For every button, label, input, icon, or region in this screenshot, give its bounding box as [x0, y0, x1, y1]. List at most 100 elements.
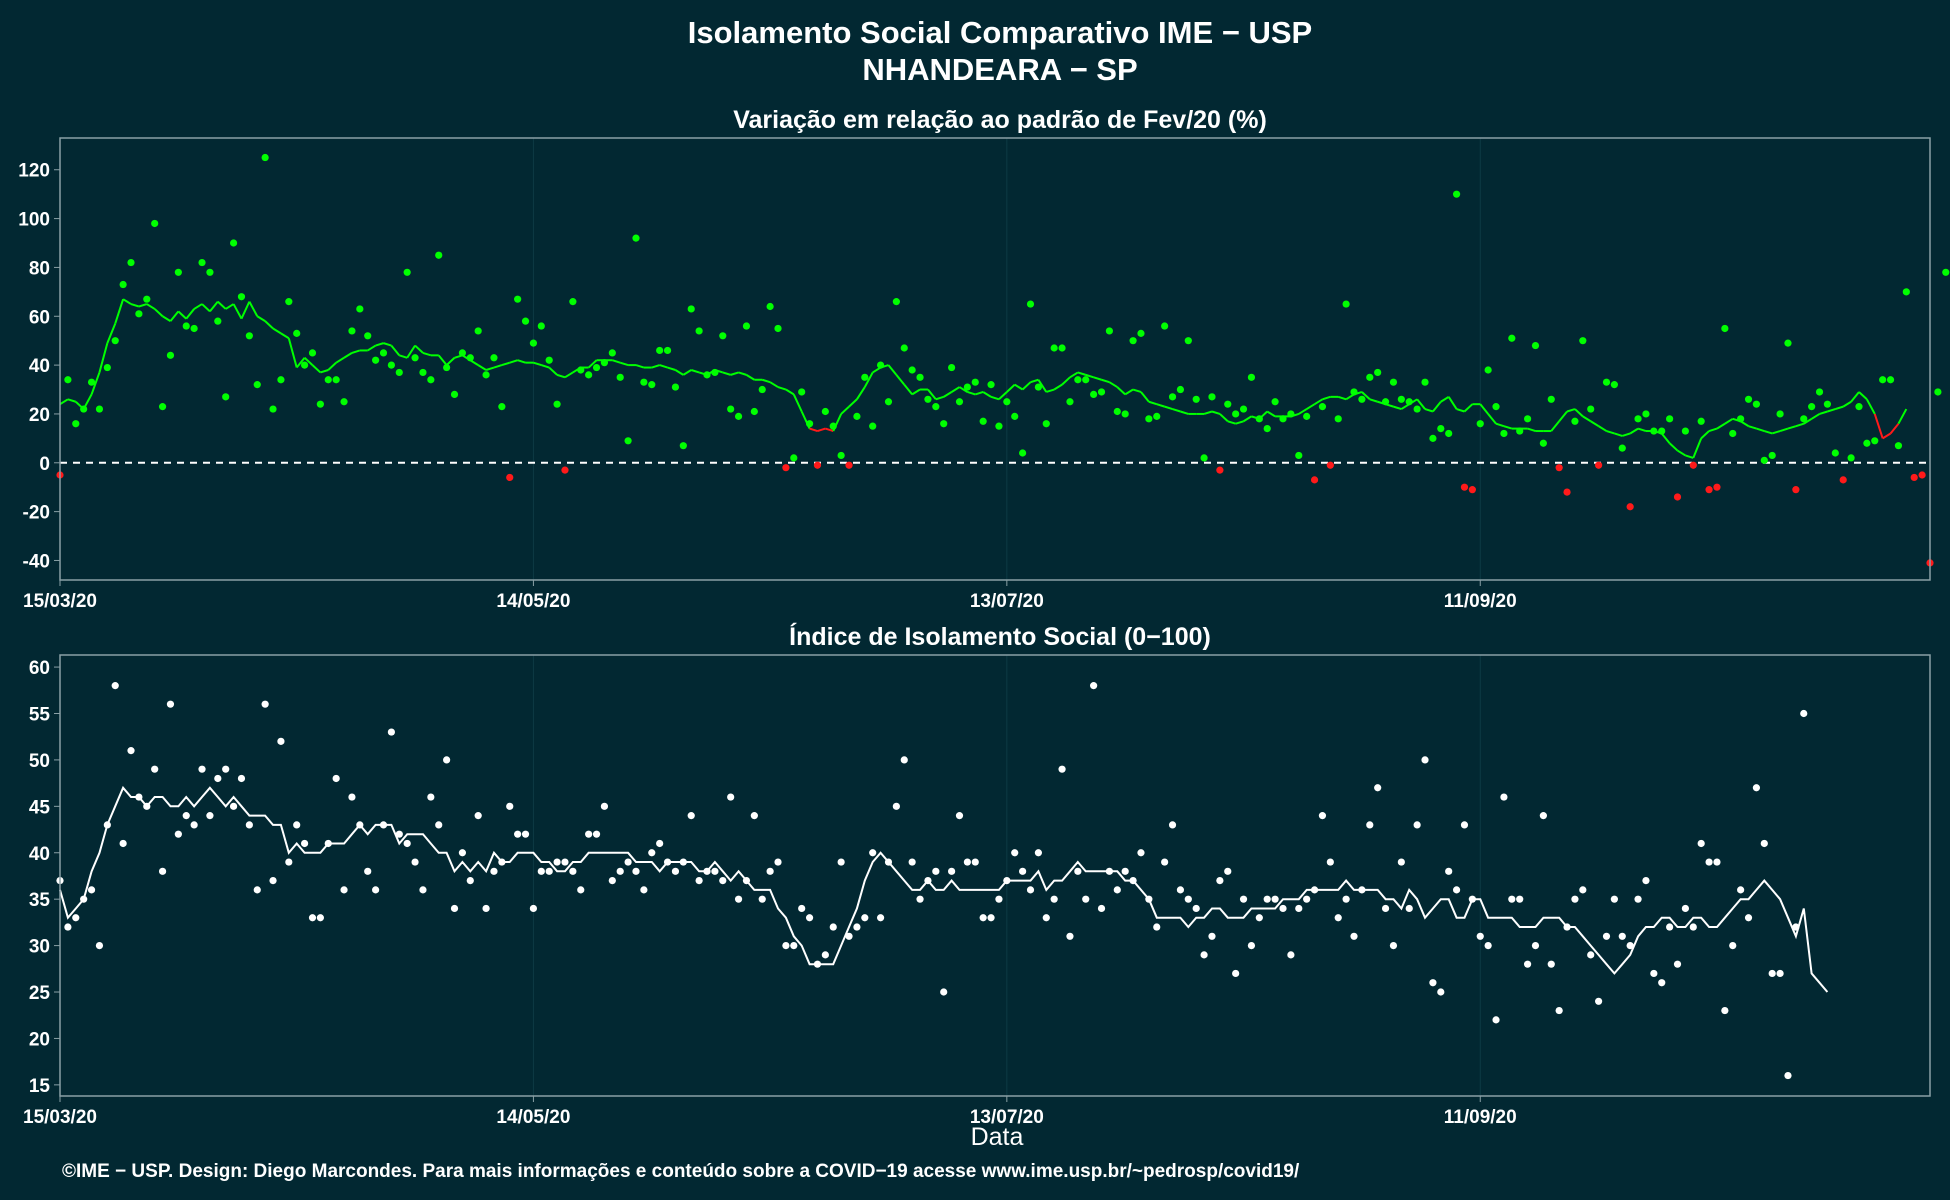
moving-average-segment — [548, 366, 558, 376]
moving-average-segment — [1668, 442, 1679, 452]
data-point — [711, 368, 719, 377]
data-point — [474, 812, 482, 820]
data-point — [695, 877, 703, 885]
moving-average-segment — [674, 369, 684, 376]
chart-2-isolation-index: 60 55 50 45 40 35 30 25 20 15 15/03/20 14/05/20 13/0… — [23, 654, 1931, 1128]
moving-average-segment — [1811, 413, 1821, 420]
data-point — [1287, 410, 1295, 418]
data-point — [403, 839, 411, 848]
data-point — [324, 839, 332, 848]
data-point — [1389, 941, 1398, 950]
data-point — [293, 329, 301, 337]
x-tick-label: 11/09/20 — [1444, 1107, 1517, 1128]
data-point — [1003, 398, 1011, 406]
data-point — [1894, 442, 1903, 450]
data-point — [821, 951, 829, 959]
data-point — [679, 858, 687, 866]
moving-average-segment — [1882, 432, 1892, 440]
moving-average-segment — [1621, 432, 1631, 437]
moving-average-segment — [375, 342, 384, 347]
y-tick-label: 35 — [29, 890, 51, 911]
data-point — [340, 398, 348, 406]
data-point — [521, 830, 530, 838]
data-point — [987, 914, 995, 922]
moving-average-segment — [1140, 391, 1150, 403]
data-point — [679, 442, 687, 450]
moving-average-segment — [1164, 405, 1173, 411]
moving-average-segment — [414, 344, 424, 354]
data-point — [782, 464, 790, 472]
moving-average-segment — [201, 303, 211, 313]
moving-average-segment — [1614, 432, 1623, 437]
data-point — [600, 802, 609, 810]
data-point — [1642, 877, 1650, 885]
moving-average-segment — [943, 391, 953, 398]
moving-average-segment — [422, 351, 432, 357]
data-point — [514, 295, 522, 303]
chart-2-title: Índice de Isolamento Social (0−100) — [789, 622, 1211, 651]
y-tick-label: -40 — [23, 551, 50, 572]
data-point — [277, 376, 285, 384]
moving-average-segment — [303, 357, 314, 366]
data-point — [411, 354, 419, 362]
data-point — [750, 812, 758, 820]
data-point — [143, 802, 151, 810]
x-tick-label: 15/03/20 — [23, 591, 97, 612]
data-point — [861, 373, 869, 381]
data-point — [1058, 765, 1066, 773]
moving-average-segment — [1692, 437, 1703, 459]
moving-average-segment — [351, 349, 361, 354]
moving-average-segment — [1416, 398, 1426, 410]
moving-average-segment — [556, 373, 566, 379]
moving-average-segment — [1361, 391, 1371, 401]
moving-average-segment — [264, 320, 274, 330]
y-tick-label: 40 — [29, 356, 50, 377]
data-point — [1145, 415, 1153, 423]
data-point — [1650, 969, 1658, 978]
data-point — [80, 405, 88, 413]
data-point — [908, 366, 916, 374]
data-point — [1571, 895, 1579, 903]
data-point — [774, 324, 782, 333]
moving-average-segment — [1219, 413, 1229, 423]
data-point — [1405, 398, 1413, 406]
data-point — [734, 895, 743, 903]
data-point — [624, 437, 632, 445]
moving-average-segment — [1463, 403, 1474, 413]
moving-average-segment — [1093, 376, 1102, 381]
data-point — [1184, 895, 1192, 903]
data-point — [427, 793, 435, 801]
data-point — [1421, 756, 1429, 764]
data-point — [324, 376, 332, 384]
moving-average-segment — [1393, 405, 1402, 411]
data-point — [1626, 941, 1634, 950]
data-point — [1200, 951, 1208, 959]
data-point — [1066, 932, 1074, 940]
data-point — [1397, 858, 1405, 866]
data-point — [1129, 877, 1137, 885]
data-point — [719, 877, 727, 885]
data-point — [687, 812, 695, 820]
data-point — [127, 747, 135, 755]
moving-average-segment — [122, 298, 132, 305]
data-point — [727, 793, 735, 801]
x-tick-label: 14/05/20 — [496, 591, 570, 612]
data-point — [119, 839, 127, 848]
data-point — [1618, 444, 1626, 452]
data-point — [1082, 895, 1090, 903]
moving-average-segment — [1447, 396, 1458, 410]
moving-average-segment — [903, 384, 913, 396]
figure-title: Isolamento Social Comparativo IME − USP — [688, 15, 1312, 50]
data-point — [269, 877, 277, 885]
data-point — [971, 378, 979, 386]
moving-average-segment — [1819, 410, 1828, 415]
data-point — [514, 830, 522, 838]
data-point — [1800, 415, 1808, 423]
moving-average-segment — [1795, 422, 1805, 428]
data-point — [1192, 904, 1200, 913]
data-point — [545, 356, 553, 364]
data-point — [1034, 849, 1042, 857]
moving-average-segment — [1716, 422, 1726, 430]
data-point — [1374, 368, 1382, 377]
data-point — [1019, 449, 1027, 457]
